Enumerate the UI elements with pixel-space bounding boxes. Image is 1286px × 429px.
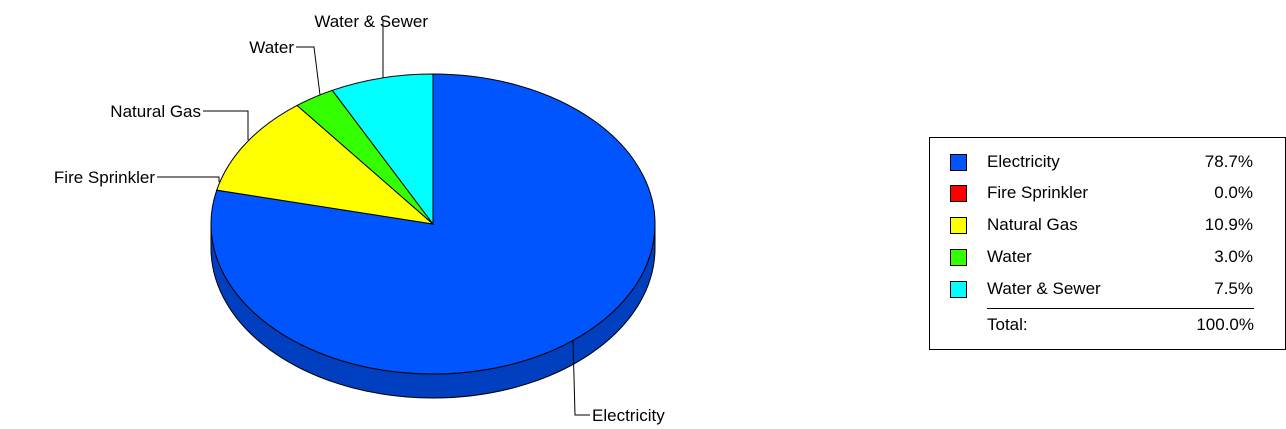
chart-legend: Electricity 78.7% Fire Sprinkler 0.0% Na… [929, 137, 1286, 350]
pie-label-natural-gas: Natural Gas [110, 102, 201, 121]
leader-line-natural-gas [203, 110, 249, 140]
pie-slice-water-and-sewer [331, 73, 434, 226]
legend-item-water-and-sewer: Water & Sewer 7.5% [950, 278, 1253, 300]
leader-line-fire-sprinkler [157, 176, 220, 182]
legend-value: 10.9% [1204, 215, 1253, 234]
leader-line-electricity [572, 339, 590, 416]
legend-swatch [950, 249, 967, 266]
legend-swatch [950, 217, 967, 234]
legend-swatch [950, 154, 967, 171]
legend-label: Electricity [987, 152, 1060, 171]
legend-value: 78.7% [1204, 152, 1253, 171]
pie-leader-lines [157, 21, 590, 416]
legend-total-row: Total: 100.0% [987, 314, 1254, 336]
legend-swatch [950, 185, 967, 202]
legend-swatch [950, 281, 967, 298]
legend-item-natural-gas: Natural Gas 10.9% [950, 214, 1253, 236]
pie-label-fire-sprinkler: Fire Sprinkler [54, 168, 155, 187]
legend-item-water: Water 3.0% [950, 246, 1253, 268]
legend-label: Natural Gas [987, 215, 1078, 234]
legend-item-electricity: Electricity 78.7% [950, 151, 1253, 173]
pie-label-water: Water [249, 38, 294, 57]
leader-line-water [296, 46, 321, 96]
pie-label-water-and-sewer: Water & Sewer [314, 12, 428, 31]
legend-value: 7.5% [1214, 279, 1253, 298]
pie-slice-natural-gas [216, 104, 435, 225]
legend-value: 0.0% [1214, 183, 1253, 202]
legend-label: Water & Sewer [987, 279, 1101, 298]
pie-slice-electricity [210, 73, 656, 375]
pie-callout-labels: Electricity Fire Sprinkler Natural Gas Wate… [54, 12, 665, 425]
legend-divider [987, 308, 1254, 309]
legend-label: Fire Sprinkler [987, 183, 1089, 202]
legend-total-value: 100.0% [1196, 315, 1254, 334]
legend-item-fire-sprinkler: Fire Sprinkler 0.0% [950, 182, 1253, 204]
legend-value: 3.0% [1214, 247, 1253, 266]
pie-slices [210, 73, 656, 399]
pie-label-electricity: Electricity [592, 406, 665, 425]
legend-total-label: Total: [987, 315, 1028, 334]
legend-label: Water [987, 247, 1032, 266]
